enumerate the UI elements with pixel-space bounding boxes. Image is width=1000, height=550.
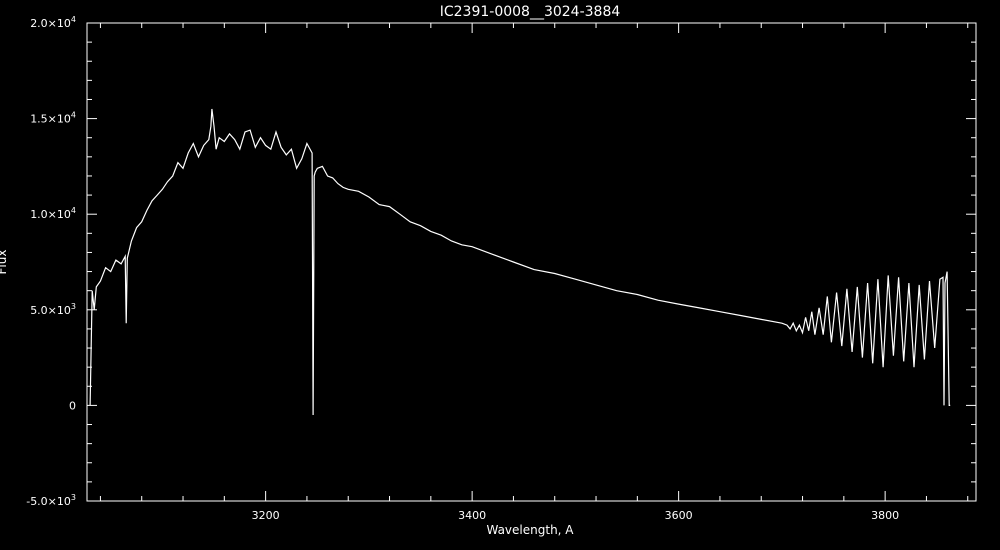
chart-title: IC2391-0008__3024-3884 bbox=[440, 4, 621, 20]
x-tick-label: 3800 bbox=[871, 509, 899, 522]
x-axis: 3200 3400 3600 3800 bbox=[99, 23, 969, 522]
y-axis-title: Flux bbox=[0, 250, 9, 275]
x-tick-label: 3200 bbox=[252, 509, 280, 522]
y-axis: -5.0×103 0 5.0×103 1.0×104 1.5×104 2.0×104 bbox=[26, 15, 976, 508]
y-tick-label: 0 bbox=[69, 399, 76, 412]
x-tick-label: 3600 bbox=[665, 509, 693, 522]
y-tick-label: 1.0×104 bbox=[30, 206, 76, 221]
y-tick-label: 5.0×103 bbox=[30, 302, 76, 317]
y-tick-label: 2.0×104 bbox=[30, 15, 76, 30]
flux-series-line bbox=[89, 108, 951, 416]
plot-frame bbox=[86, 22, 977, 502]
x-tick-label: 3400 bbox=[458, 509, 486, 522]
y-tick-label: -5.0×103 bbox=[26, 493, 76, 508]
x-axis-title: Wavelength, A bbox=[486, 523, 574, 537]
y-tick-label: 1.5×104 bbox=[30, 111, 76, 126]
